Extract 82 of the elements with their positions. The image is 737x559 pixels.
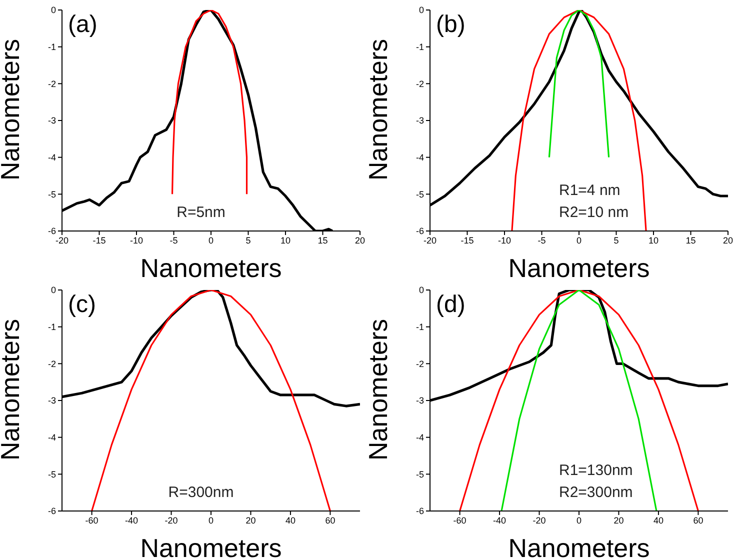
y-tick-label: -3 xyxy=(48,116,56,126)
y-tick-label: -1 xyxy=(416,322,424,332)
y-tick-label: -6 xyxy=(48,506,56,516)
x-tick-label: -60 xyxy=(453,515,466,526)
y-tick-label: -5 xyxy=(48,189,56,200)
annotation: R2=10 nm xyxy=(559,204,629,221)
x-tick-label: -10 xyxy=(130,235,144,246)
y-tick-label: -1 xyxy=(48,322,56,332)
y-tick-label: -2 xyxy=(416,358,424,369)
x-tick-label: 5 xyxy=(246,235,251,246)
y-tick-label: -4 xyxy=(416,152,424,163)
y-tick-label: -2 xyxy=(416,78,424,89)
annotation: R2=300nm xyxy=(559,484,633,501)
annotation: R1=4 nm xyxy=(559,182,620,199)
y-tick-label: -4 xyxy=(48,432,56,443)
y-axis-title: Nanometers xyxy=(0,38,26,180)
x-tick-label: -20 xyxy=(423,235,437,246)
line-series xyxy=(500,290,658,511)
x-tick-label: 20 xyxy=(246,515,256,526)
x-tick-label: 40 xyxy=(285,515,296,526)
y-tick-label: 0 xyxy=(418,5,424,16)
x-tick-label: -60 xyxy=(85,515,98,526)
x-tick-label: 20 xyxy=(722,235,734,246)
x-tick-label: 20 xyxy=(614,515,624,526)
x-tick-label: 20 xyxy=(354,235,366,246)
annotation: R1=130nm xyxy=(559,462,633,479)
x-tick-label: 15 xyxy=(318,235,328,246)
x-tick-label: -15 xyxy=(460,235,474,246)
chart-title: (c) xyxy=(68,291,96,318)
y-tick-label: -2 xyxy=(48,358,56,369)
x-tick-label: 15 xyxy=(686,235,696,246)
y-tick-label: -2 xyxy=(48,78,56,89)
x-axis-title: Nanometers xyxy=(140,533,282,559)
y-tick-label: -5 xyxy=(48,469,56,480)
x-tick-label: -40 xyxy=(125,515,138,526)
x-axis-title: Nanometers xyxy=(140,253,282,283)
y-tick-label: -6 xyxy=(416,506,424,516)
y-tick-label: -4 xyxy=(416,432,424,443)
y-axis-title: Nanometers xyxy=(0,318,26,460)
y-tick-label: -6 xyxy=(48,226,56,236)
y-tick-label: 0 xyxy=(418,285,424,296)
x-tick-label: -20 xyxy=(55,235,69,246)
x-tick-label: -40 xyxy=(493,515,506,526)
x-tick-label: 0 xyxy=(576,515,582,526)
x-tick-label: -15 xyxy=(92,235,106,246)
x-tick-label: 0 xyxy=(208,235,214,246)
y-tick-label: -3 xyxy=(48,396,56,406)
x-tick-label: 0 xyxy=(208,515,214,526)
annotation: R=5nm xyxy=(176,204,226,221)
line-series xyxy=(548,10,610,158)
y-tick-label: -5 xyxy=(416,189,424,200)
x-tick-label: -5 xyxy=(538,235,546,246)
x-axis-title: Nanometers xyxy=(508,533,650,559)
x-tick-label: 60 xyxy=(325,515,336,526)
x-tick-label: 60 xyxy=(693,515,704,526)
x-tick-label: 5 xyxy=(614,235,619,246)
x-tick-label: -20 xyxy=(532,515,546,526)
x-tick-label: -5 xyxy=(170,235,178,246)
annotation: R=300nm xyxy=(168,484,234,501)
y-tick-label: 0 xyxy=(50,5,56,16)
y-tick-label: -1 xyxy=(416,42,424,52)
x-tick-label: 10 xyxy=(648,235,659,246)
line-series xyxy=(171,10,248,195)
y-tick-label: -3 xyxy=(416,396,424,406)
line-series xyxy=(511,10,647,231)
y-tick-label: -1 xyxy=(48,42,56,52)
y-axis-title: Nanometers xyxy=(363,318,394,460)
y-tick-label: -3 xyxy=(416,116,424,126)
chart-title: (b) xyxy=(436,11,466,38)
chart-title: (a) xyxy=(68,11,98,38)
y-tick-label: -6 xyxy=(416,226,424,236)
x-tick-label: -10 xyxy=(498,235,512,246)
y-tick-label: 0 xyxy=(50,285,56,296)
y-tick-label: -4 xyxy=(48,152,56,163)
x-axis-title: Nanometers xyxy=(508,253,650,283)
x-tick-label: -20 xyxy=(164,515,178,526)
x-tick-label: 0 xyxy=(576,235,582,246)
x-tick-label: 40 xyxy=(653,515,664,526)
y-tick-label: -5 xyxy=(416,469,424,480)
y-axis-title: Nanometers xyxy=(363,38,394,180)
x-tick-label: 10 xyxy=(280,235,291,246)
chart-title: (d) xyxy=(436,291,466,318)
